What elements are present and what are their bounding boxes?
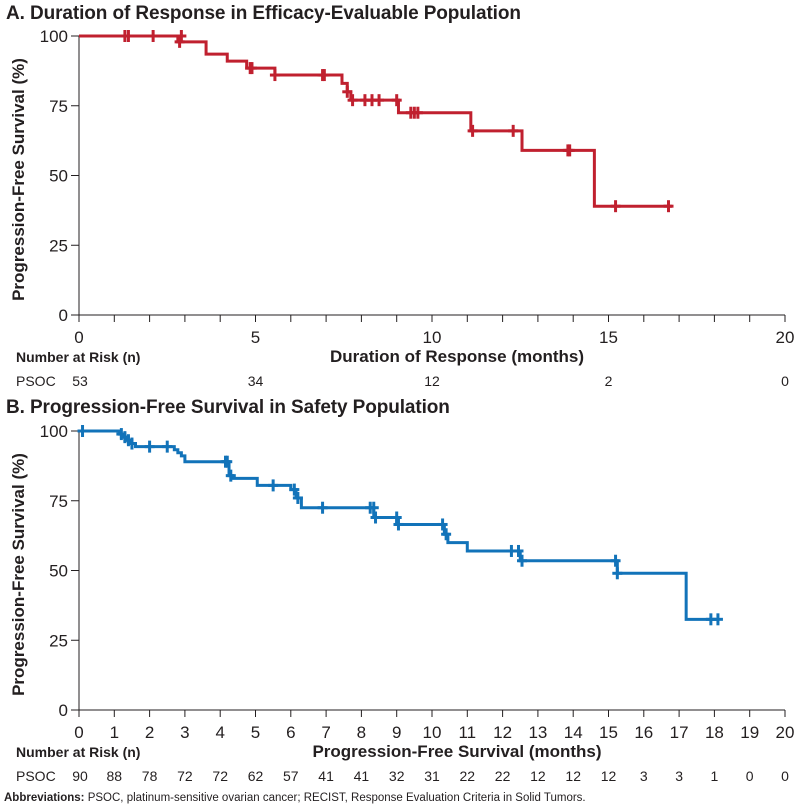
b-x-tick-label: 11 [458,723,476,742]
b-risk-value: 90 [72,768,88,784]
b-risk-value: 12 [530,768,546,784]
a-x-axis-title: Duration of Response (months) [330,347,584,366]
a-y-tick-label: 75 [49,97,68,116]
b-risk-value: 57 [283,768,299,784]
b-risk-value: 1 [711,768,719,784]
b-x-tick-label: 13 [528,723,547,742]
b-risk-value: 41 [318,768,334,784]
b-risk-value: 3 [640,768,648,784]
a-y-tick-label: 25 [49,236,68,255]
b-x-tick-label: 16 [634,723,653,742]
b-y-tick-label: 50 [49,562,68,581]
b-risk-value: 78 [142,768,158,784]
a-x-tick-label: 15 [599,328,618,347]
b-x-axis-title: Progression-Free Survival (months) [312,742,601,761]
a-y-tick-label: 50 [49,167,68,186]
a-y-tick-label: 100 [40,27,68,46]
b-x-tick-label: 15 [599,723,618,742]
b-risk-value: 12 [601,768,617,784]
b-x-tick-label: 20 [776,723,795,742]
footnote: Abbreviations: PSOC, platinum-sensitive … [4,792,586,804]
b-risk-value: 0 [746,768,754,784]
b-x-tick-label: 2 [145,723,154,742]
chart-b-title: B. Progression-Free Survival in Safety P… [6,397,450,418]
b-risk-value: 72 [212,768,228,784]
b-risk-value: 12 [565,768,581,784]
b-x-tick-label: 14 [564,723,583,742]
a-risk-value: 12 [424,373,440,389]
a-risk-value: 34 [248,373,264,389]
b-risk-row-label: PSOC [16,768,56,784]
b-x-tick-label: 7 [321,723,330,742]
b-y-tick-label: 100 [40,422,68,441]
a-risk-value: 0 [781,373,789,389]
b-risk-value: 3 [675,768,683,784]
footnote-text: PSOC, platinum-sensitive ovarian cancer;… [84,792,586,804]
b-risk-value: 88 [107,768,123,784]
b-y-tick-label: 75 [49,492,68,511]
b-risk-value: 41 [354,768,370,784]
b-risk-value: 31 [424,768,440,784]
a-y-axis-title: Progression-Free Survival (%) [9,58,28,301]
b-y-tick-label: 0 [59,701,68,720]
b-x-tick-label: 0 [74,723,83,742]
a-risk-value: 2 [605,373,613,389]
b-x-tick-label: 1 [110,723,119,742]
b-x-tick-label: 8 [357,723,366,742]
b-x-tick-label: 9 [392,723,401,742]
b-x-tick-label: 10 [423,723,442,742]
a-x-tick-label: 5 [251,328,260,347]
b-x-tick-label: 3 [180,723,189,742]
b-risk-value: 32 [389,768,405,784]
a-x-tick-label: 20 [776,328,795,347]
chart-a-title: A. Duration of Response in Efficacy-Eval… [6,3,521,24]
a-risk-table-header: Number at Risk (n) [16,349,140,365]
b-risk-table-header: Number at Risk (n) [16,744,140,760]
b-risk-value: 62 [248,768,264,784]
b-x-tick-label: 17 [670,723,689,742]
b-risk-value: 72 [177,768,193,784]
a-x-tick-label: 10 [423,328,442,347]
b-x-tick-label: 4 [215,723,224,742]
footnote-label: Abbreviations: [4,792,85,804]
b-risk-value: 0 [781,768,789,784]
b-x-tick-label: 18 [705,723,724,742]
b-y-tick-label: 25 [49,631,68,650]
b-risk-value: 22 [495,768,511,784]
a-x-tick-label: 0 [74,328,83,347]
b-risk-value: 22 [460,768,476,784]
b-x-tick-label: 5 [251,723,260,742]
b-y-axis-title: Progression-Free Survival (%) [9,453,28,696]
a-risk-row-label: PSOC [16,373,56,389]
b-x-tick-label: 19 [740,723,759,742]
a-risk-value: 53 [72,373,88,389]
a-y-tick-label: 0 [59,306,68,325]
b-x-tick-label: 12 [493,723,512,742]
b-x-tick-label: 6 [286,723,295,742]
